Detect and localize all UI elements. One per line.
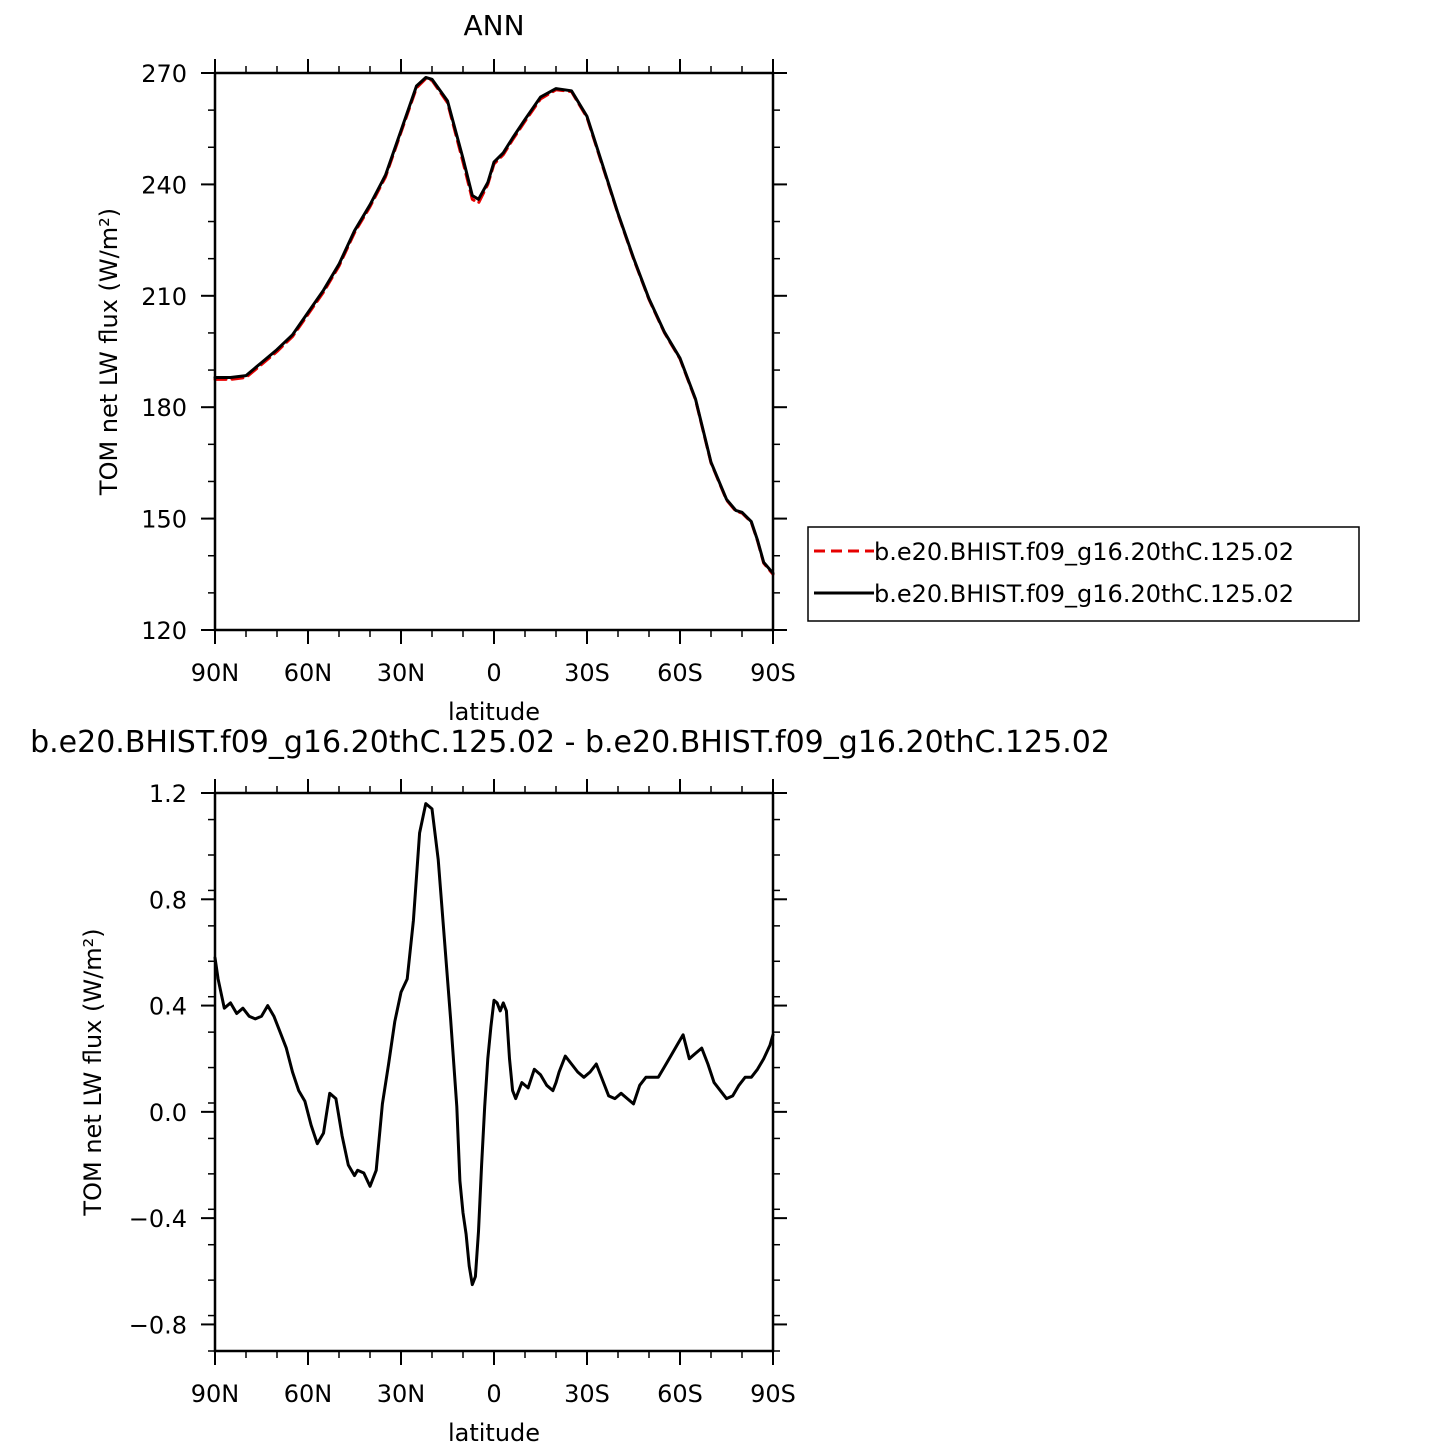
y-tick-label: 150 [141,506,187,534]
x-tick-label: 0 [486,1380,501,1408]
chart-title: b.e20.BHIST.f09_g16.20thC.125.02 - b.e20… [30,725,1110,760]
x-axis-label: latitude [448,698,540,726]
y-tick-label: 120 [141,617,187,645]
x-tick-label: 60S [657,1380,703,1408]
x-tick-label: 90N [191,659,240,687]
x-tick-label: 90S [750,659,796,687]
y-tick-label: 180 [141,394,187,422]
y-tick-label: 240 [141,171,187,199]
legend-label-0: b.e20.BHIST.f09_g16.20thC.125.02 [874,538,1294,566]
x-tick-label: 90N [191,1380,240,1408]
plot-frame [213,71,775,632]
y-tick-label: −0.4 [129,1205,187,1233]
legend-label-1: b.e20.BHIST.f09_g16.20thC.125.02 [874,580,1294,608]
plot-frame [213,791,775,1353]
y-tick-label: 0.0 [149,1099,187,1127]
y-tick-label: 0.4 [149,993,187,1021]
x-tick-label: 30N [377,659,426,687]
x-tick-label: 60S [657,659,703,687]
x-tick-label: 60N [284,1380,333,1408]
y-tick-label: 1.2 [149,780,187,808]
series-line-0 [213,802,775,1287]
x-tick-label: 90S [750,1380,796,1408]
y-tick-label: −0.8 [129,1311,187,1339]
y-axis-label: TOM net LW flux (W/m²) [79,928,107,1216]
series-line-1 [213,76,775,575]
y-axis-label: TOM net LW flux (W/m²) [95,208,123,496]
x-tick-label: 30S [564,1380,610,1408]
y-tick-label: 270 [141,60,187,88]
x-axis-label: latitude [448,1419,540,1447]
y-tick-label: 210 [141,283,187,311]
x-tick-label: 30N [377,1380,426,1408]
x-tick-label: 60N [284,659,333,687]
x-tick-label: 30S [564,659,610,687]
chart-title: ANN [463,9,524,42]
y-tick-label: 0.8 [149,886,187,914]
legend-box [807,526,1360,622]
x-tick-label: 0 [486,659,501,687]
